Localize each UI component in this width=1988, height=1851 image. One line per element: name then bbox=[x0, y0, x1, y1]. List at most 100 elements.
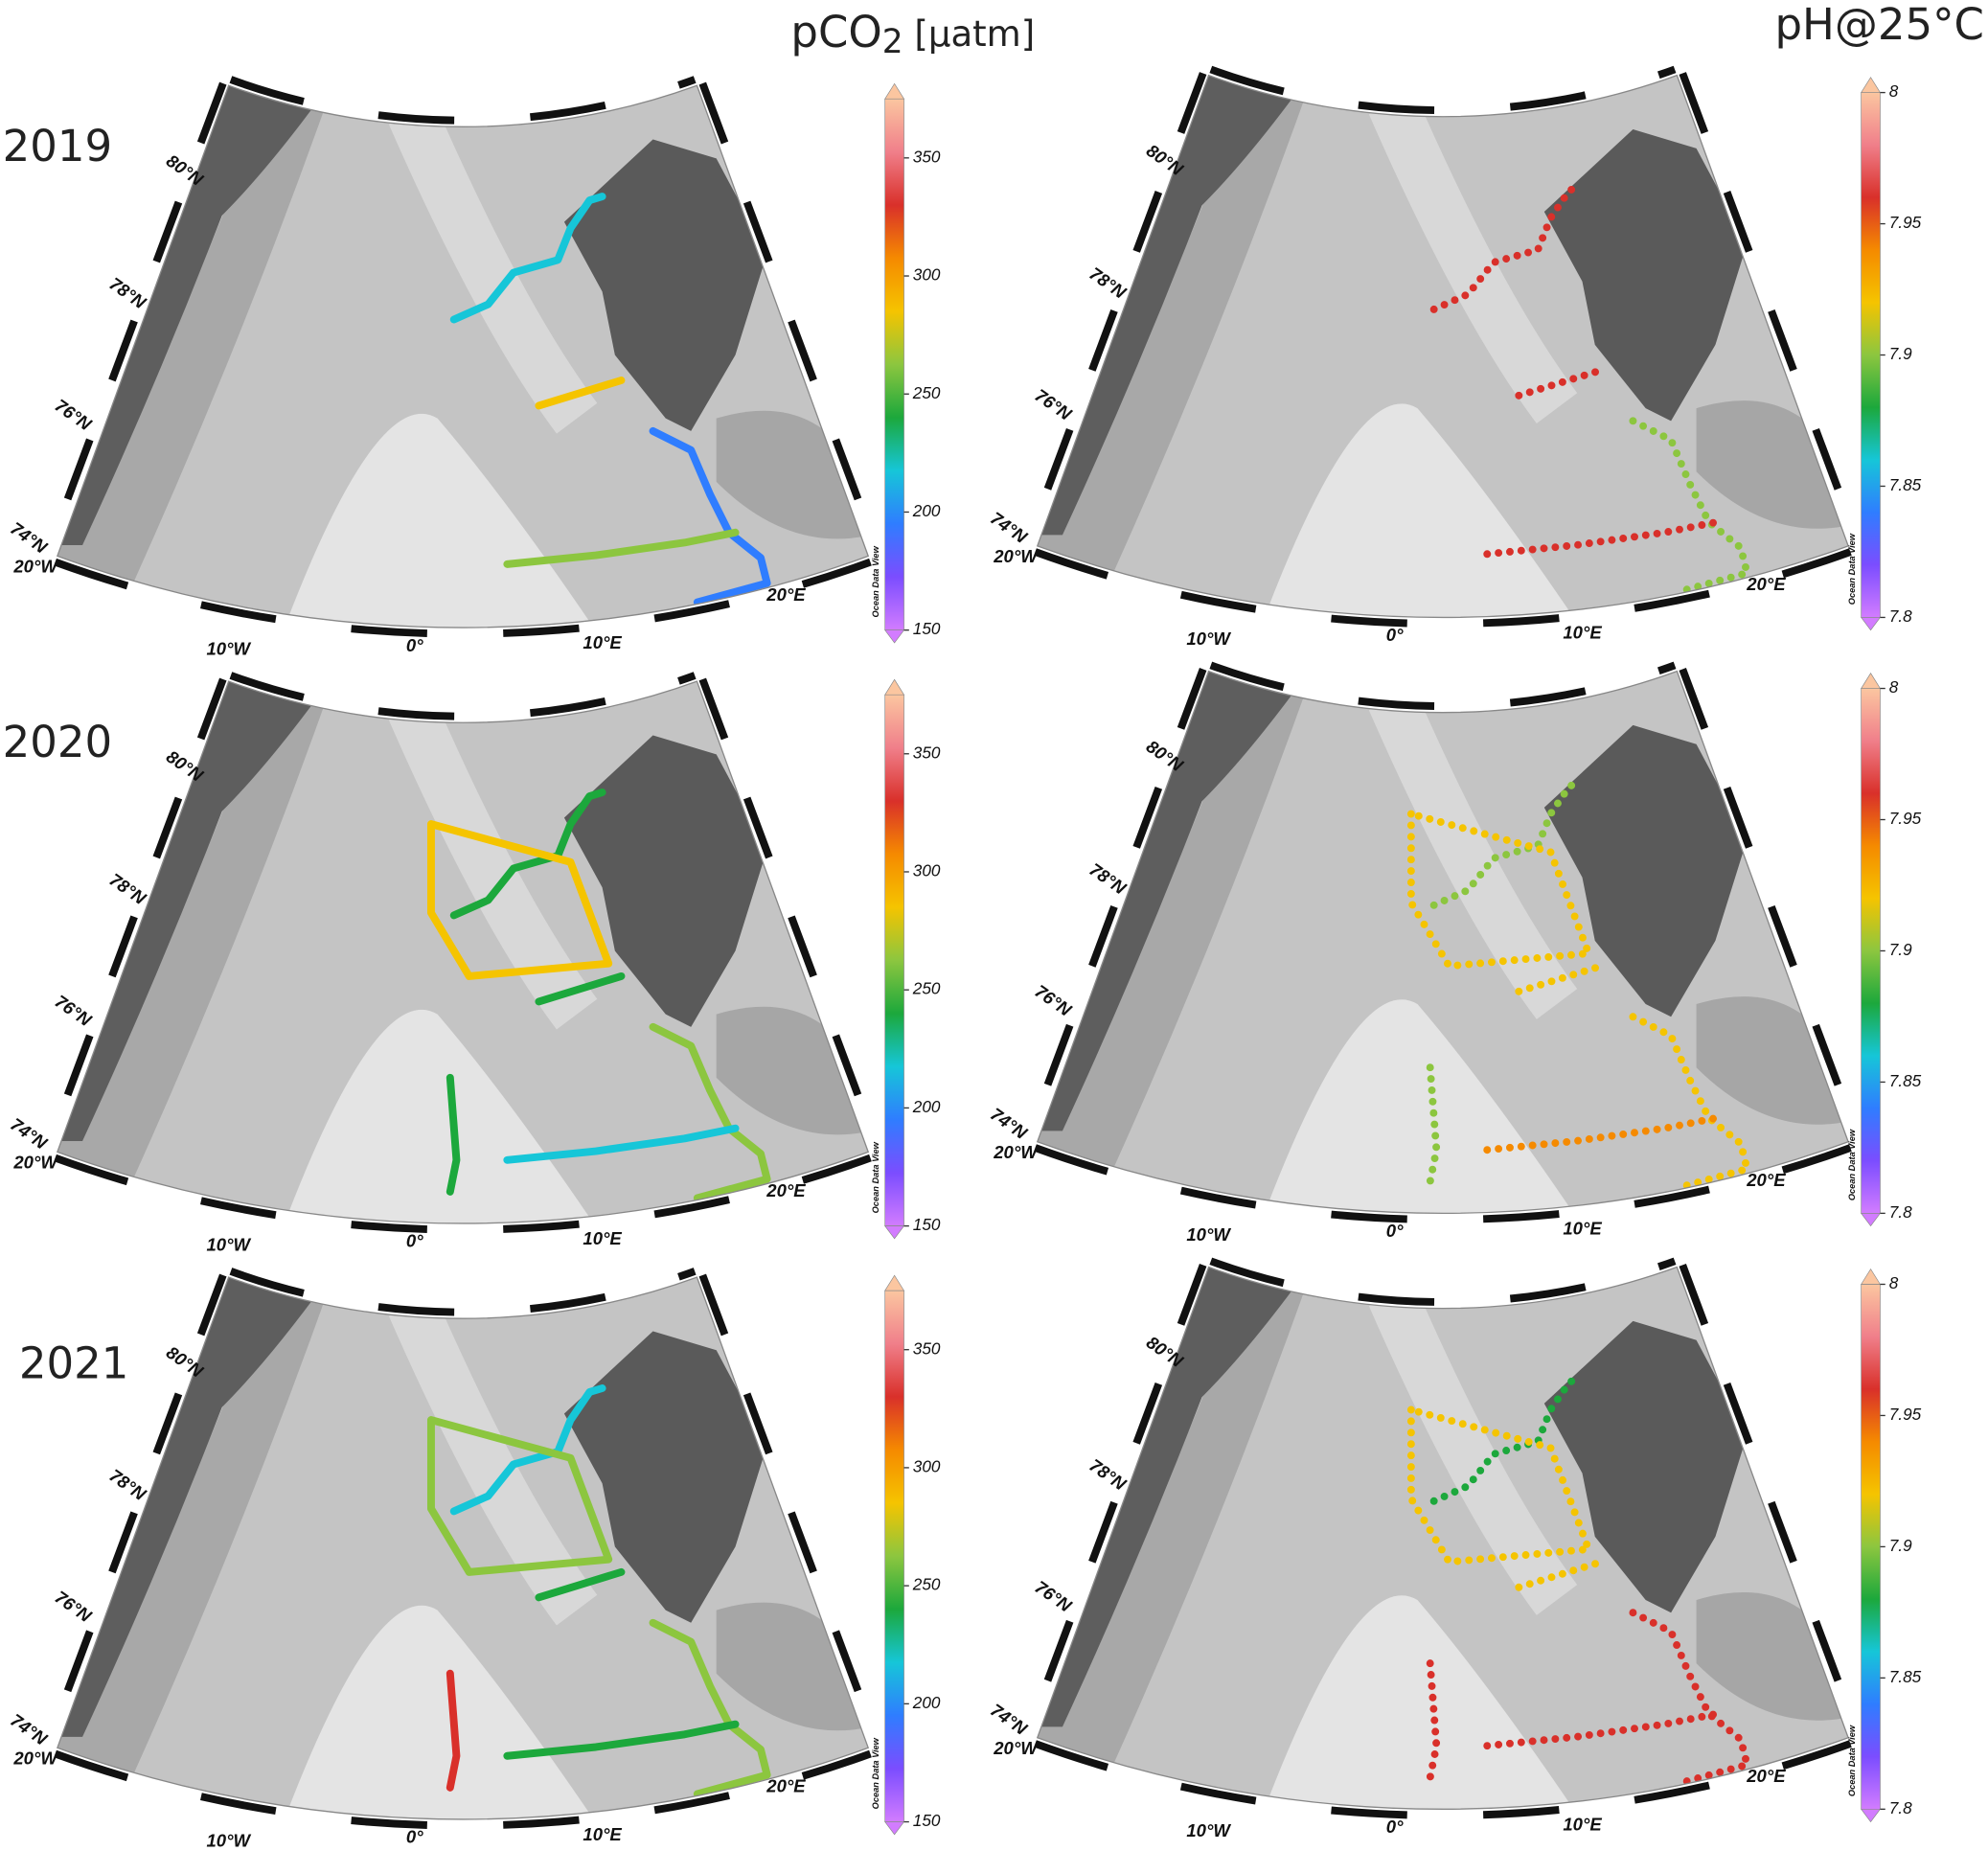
longitude-label: 20°W bbox=[993, 1738, 1039, 1758]
latitude-label: 76°N bbox=[1031, 385, 1075, 424]
barents bbox=[716, 410, 869, 539]
graticule-edge bbox=[44, 677, 227, 1151]
latitude-label: 78°N bbox=[105, 1465, 149, 1504]
latitude-label: 76°N bbox=[1031, 981, 1075, 1020]
map-frame bbox=[57, 1276, 870, 1820]
graticule-edge bbox=[698, 81, 882, 555]
longitude-label: 10°E bbox=[583, 632, 622, 652]
ship-track bbox=[1406, 810, 1593, 971]
graticule-edge bbox=[1679, 668, 1862, 1140]
map-frame bbox=[1036, 1266, 1849, 1810]
longitude-label: 20°W bbox=[12, 1748, 58, 1769]
svalbard bbox=[563, 139, 767, 431]
colorbar-extension bbox=[884, 1225, 905, 1240]
latitude-label: 78°N bbox=[105, 273, 149, 312]
graticule-edge bbox=[54, 558, 873, 639]
colorbar-tick-label: 350 bbox=[913, 147, 941, 166]
latitude-label: 74°N bbox=[987, 1104, 1031, 1143]
longitude-label: 0° bbox=[1386, 625, 1404, 645]
graticule-edge bbox=[229, 1268, 697, 1316]
colorbar-tick-label: 7.85 bbox=[1889, 1071, 1922, 1090]
map-layers bbox=[57, 85, 869, 628]
graticule-edge bbox=[1209, 65, 1677, 115]
svalbard bbox=[1543, 1320, 1748, 1613]
colorbar-extension bbox=[1860, 1809, 1882, 1823]
longitude-label: 0° bbox=[1386, 1817, 1404, 1837]
colorbar bbox=[1861, 688, 1881, 1214]
latitude-label: 76°N bbox=[51, 991, 95, 1030]
ship-track bbox=[1426, 1063, 1441, 1186]
watermark: Ocean Data View bbox=[1847, 1129, 1857, 1200]
longitude-label: 10°W bbox=[1186, 1820, 1231, 1840]
ship-track bbox=[1483, 1710, 1720, 1750]
colorbar-tick-label: 350 bbox=[913, 743, 941, 762]
barents bbox=[1696, 400, 1849, 529]
longitude-label: 10°E bbox=[1563, 1814, 1602, 1834]
longitude-label: 20°E bbox=[1746, 1170, 1786, 1190]
map-layers bbox=[1037, 1267, 1849, 1810]
ship-track bbox=[1629, 1609, 1751, 1788]
ship-track bbox=[1629, 1013, 1751, 1192]
greenland bbox=[57, 1277, 336, 1737]
barents bbox=[1696, 996, 1849, 1125]
longitude-label: 0° bbox=[1386, 1221, 1404, 1241]
latitude-label: 78°N bbox=[1085, 1455, 1130, 1495]
longitude-label: 20°E bbox=[1746, 574, 1786, 594]
latitude-label: 74°N bbox=[987, 508, 1031, 547]
graticule-edge bbox=[1209, 661, 1677, 710]
barents bbox=[716, 1602, 869, 1731]
ship-track bbox=[1515, 1558, 1606, 1591]
ship-track bbox=[1515, 366, 1606, 400]
colorbar-tick-label: 8 bbox=[1889, 1273, 1899, 1292]
ship-track bbox=[535, 1567, 626, 1602]
longitude-label: 0° bbox=[406, 1231, 423, 1251]
ship-track bbox=[426, 820, 613, 980]
ship-track bbox=[1426, 1659, 1441, 1782]
colorbar-tick-label: 7.8 bbox=[1889, 1202, 1912, 1222]
longitude-label: 20°W bbox=[993, 546, 1039, 566]
ship-track bbox=[1429, 182, 1587, 313]
longitude-label: 10°W bbox=[206, 1235, 251, 1255]
ship-track bbox=[1483, 1114, 1720, 1154]
map-frame bbox=[1036, 74, 1849, 619]
graticule-edge bbox=[698, 677, 882, 1151]
colorbar-tick-label: 150 bbox=[913, 1215, 941, 1234]
basin bbox=[272, 413, 615, 628]
colorbar-tick-label: 150 bbox=[913, 1811, 941, 1830]
colorbar-tick-label: 7.8 bbox=[1889, 1798, 1912, 1817]
latitude-label: 76°N bbox=[51, 395, 95, 434]
basin bbox=[1252, 403, 1595, 618]
map-panel bbox=[44, 671, 882, 1235]
longitude-label: 20°E bbox=[765, 1180, 806, 1200]
latitude-label: 74°N bbox=[7, 518, 51, 558]
colorbar-tick-label: 7.9 bbox=[1889, 344, 1912, 363]
latitude-label: 76°N bbox=[1031, 1577, 1075, 1616]
map-frame bbox=[57, 680, 870, 1224]
colorbar-tick-label: 7.95 bbox=[1889, 213, 1922, 232]
graticule-edge bbox=[54, 1154, 873, 1235]
svalbard bbox=[563, 1331, 767, 1623]
longitude-label: 20°W bbox=[993, 1142, 1039, 1162]
barents bbox=[1696, 1592, 1849, 1721]
greenland bbox=[1037, 671, 1316, 1131]
ship-track bbox=[503, 528, 740, 568]
year-label: 2021 bbox=[19, 1338, 128, 1389]
ship-track bbox=[1483, 518, 1720, 559]
colorbar-extension bbox=[1860, 1213, 1882, 1227]
latitude-label: 74°N bbox=[7, 1710, 51, 1749]
map-layers bbox=[1037, 671, 1849, 1214]
colorbar bbox=[1861, 92, 1881, 618]
graticule-edge bbox=[1033, 1739, 1852, 1820]
title-unit: [µatm] bbox=[903, 13, 1036, 55]
colorbar-tick-label: 7.9 bbox=[1889, 940, 1912, 959]
latitude-label: 78°N bbox=[105, 869, 149, 908]
graticule-edge bbox=[44, 81, 227, 555]
colorbar-extension bbox=[884, 82, 905, 100]
latitude-label: 74°N bbox=[987, 1700, 1031, 1739]
colorbar-tick-label: 7.95 bbox=[1889, 1405, 1922, 1424]
greenland bbox=[57, 681, 336, 1141]
longitude-label: 20°E bbox=[765, 1776, 806, 1796]
colorbar bbox=[884, 694, 904, 1226]
colorbar-tick-label: 8 bbox=[1889, 81, 1899, 101]
graticule-edge bbox=[1033, 547, 1852, 628]
